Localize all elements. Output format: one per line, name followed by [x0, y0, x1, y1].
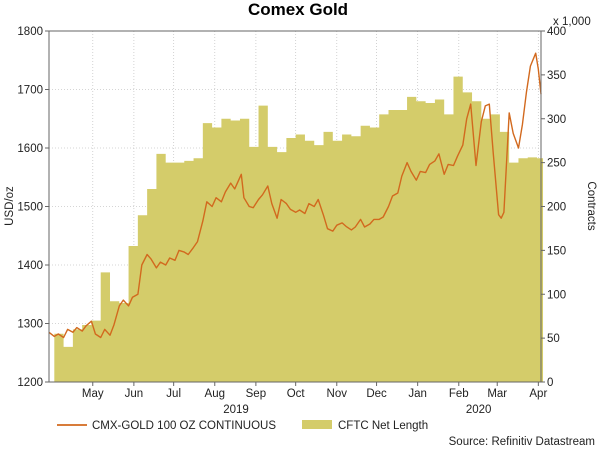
cftc-area-series — [54, 76, 544, 382]
cftc-area-path — [54, 76, 544, 382]
x-year-label: 2019 — [223, 404, 249, 416]
legend-area-swatch — [302, 420, 332, 429]
x-tick-label: Sep — [246, 388, 266, 400]
right-tick-label: 200 — [547, 202, 566, 214]
source-note: Source: Refinitiv Datastream — [449, 436, 595, 448]
right-axis-label: Contracts — [585, 181, 597, 230]
legend: CMX-GOLD 100 OZ CONTINUOUS CFTC Net Leng… — [57, 420, 428, 432]
right-tick-label: 50 — [547, 333, 560, 345]
x-tick-label: Jun — [125, 388, 144, 400]
right-tick-label: 400 — [547, 26, 566, 38]
x-tick-label: Aug — [205, 388, 225, 400]
left-tick-label: 1500 — [17, 202, 43, 214]
legend-label-gold: CMX-GOLD 100 OZ CONTINUOUS — [92, 420, 276, 432]
left-axis-label: USD/oz — [4, 186, 16, 226]
left-tick-label: 1200 — [17, 377, 43, 389]
gold-price-line — [48, 52, 542, 339]
chart-title: Comex Gold — [248, 0, 348, 19]
right-tick-label: 250 — [547, 158, 566, 170]
legend-label-cftc: CFTC Net Length — [338, 420, 428, 432]
right-axis-multiplier: x 1,000 — [553, 16, 591, 28]
right-axis-ticks: 0 50 100 150 200 250 300 350 400 — [541, 26, 566, 389]
x-tick-label: Oct — [287, 388, 306, 400]
x-tick-label: Jan — [408, 388, 427, 400]
x-year-label: 2020 — [466, 404, 492, 416]
left-tick-label: 1600 — [17, 143, 43, 155]
x-tick-label: May — [82, 388, 104, 400]
left-tick-label: 1800 — [17, 26, 43, 38]
right-tick-label: 350 — [547, 70, 566, 82]
x-tick-label: Jul — [166, 388, 181, 400]
right-tick-label: 150 — [547, 245, 566, 257]
x-tick-label: Dec — [366, 388, 387, 400]
left-tick-label: 1300 — [17, 319, 43, 331]
x-tick-label: Nov — [327, 388, 348, 400]
left-axis-ticks: 1200 1300 1400 1500 1600 1700 1800 — [17, 26, 49, 389]
right-tick-label: 300 — [547, 114, 566, 126]
left-tick-label: 1700 — [17, 85, 43, 97]
x-tick-label: Apr — [529, 388, 547, 400]
gold-price-series — [48, 52, 542, 339]
x-axis-ticks: May Jun Jul Aug Sep Oct Nov Dec Jan Feb Mar Apr 2019… — [82, 382, 547, 416]
right-tick-label: 100 — [547, 289, 566, 301]
left-tick-label: 1400 — [17, 260, 43, 272]
right-tick-label: 0 — [547, 377, 553, 389]
x-tick-label: Mar — [487, 388, 507, 400]
x-tick-label: Feb — [449, 388, 469, 400]
